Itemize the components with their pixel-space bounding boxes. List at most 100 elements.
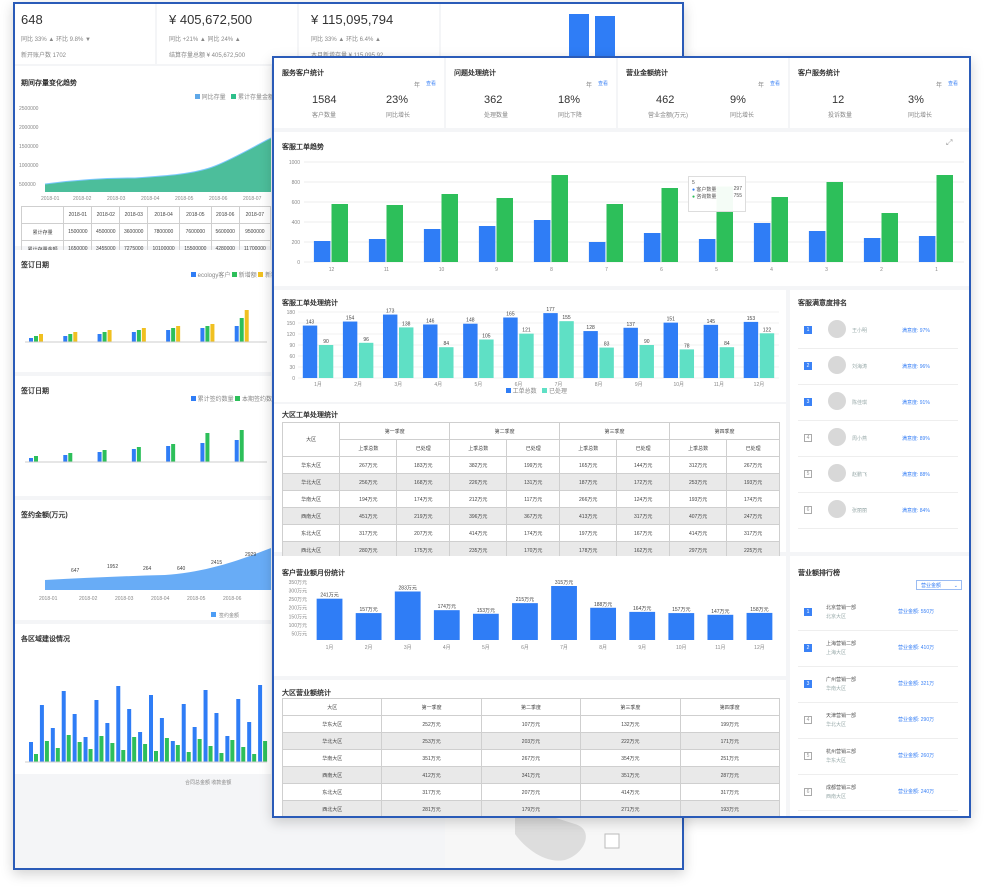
x-tick-label: 7月	[555, 382, 563, 388]
x-tick-label: 5月	[482, 645, 490, 651]
table-cell: 267万元	[339, 456, 398, 474]
svg-text:2018-03: 2018-03	[107, 196, 126, 202]
stat-period: 年	[936, 83, 943, 89]
expand-icon[interactable]: ⤢	[946, 138, 953, 147]
bar	[166, 446, 171, 462]
data-label: 155	[562, 315, 571, 321]
list-item[interactable]: 3 广州营销一部 华南大区 营业金额: 321万	[798, 668, 958, 703]
data-label: 138	[402, 321, 411, 327]
x-tick-label: 10月	[674, 382, 685, 388]
mini-bar-chart	[569, 14, 615, 64]
y-tick-label: 50万元	[291, 631, 307, 637]
data-label: 90	[644, 339, 650, 345]
table-cell: 华北大区	[281, 732, 383, 750]
list-item[interactable]: 2 刘海涛 满意度: 96%	[798, 350, 958, 385]
avatar	[828, 428, 846, 446]
list-item[interactable]: 6 张丽丽 满意度: 84%	[798, 494, 958, 529]
list-item[interactable]: 3 陈佳琪 满意度: 91%	[798, 386, 958, 421]
data-label: 147万元	[711, 609, 729, 615]
list-item[interactable]: 1 王小明 满意度: 97%	[798, 314, 958, 349]
y-tick-label: 200万元	[289, 606, 307, 612]
trend-area-chart: 2500000 2000000 1500000 1000000 500000 2…	[19, 106, 271, 202]
list-item[interactable]: 4 周小燕 满意度: 89%	[798, 422, 958, 457]
list-item[interactable]: 4 天津营销一部 华北大区 营业金额: 290万	[798, 704, 958, 739]
y-tick-label: 400	[292, 220, 301, 226]
bar-done	[639, 345, 654, 378]
bar	[39, 334, 43, 342]
table-cell: 251万元	[679, 749, 781, 767]
rank-region: 华东大区	[826, 758, 847, 764]
rank-region: 上海大区	[826, 650, 847, 656]
data-label: 146	[426, 318, 435, 324]
avatar	[828, 356, 846, 374]
bar-total	[302, 325, 318, 378]
avatar	[828, 464, 846, 482]
bar	[175, 745, 180, 762]
stat-card-issues: 问题处理统计 年 查看 362 处理数量 18% 同比下降	[446, 58, 616, 128]
bar	[219, 753, 224, 762]
bar-total	[663, 322, 678, 378]
signing-section-1: 签订日期 ecology客户 新增额 新额	[15, 250, 277, 372]
table-cell: 341万元	[480, 766, 582, 784]
metric-dropdown[interactable]: 营业金额 ⌄	[916, 580, 962, 590]
view-link[interactable]: 查看	[426, 81, 437, 87]
rank-badge: 4	[804, 434, 812, 442]
bar-total	[463, 323, 478, 378]
data-label: 315万元	[555, 580, 573, 586]
section-title: 营业额排行榜	[798, 570, 840, 577]
table-cell: 317万元	[616, 507, 670, 525]
svg-text:500000: 500000	[19, 182, 36, 188]
list-item[interactable]: 5 赵鹏飞 满意度: 88%	[798, 458, 958, 493]
section-title: 大区营业额统计	[282, 690, 331, 697]
view-link[interactable]: 查看	[770, 81, 781, 87]
x-tick-label: 7	[605, 267, 608, 273]
y-tick-label: 350万元	[289, 580, 307, 586]
bar	[102, 450, 107, 462]
bar	[50, 728, 55, 762]
bar	[176, 326, 181, 342]
table-cell: 东北大区	[281, 783, 383, 801]
svg-text:2000000: 2000000	[19, 125, 39, 131]
x-tick-label: 2月	[354, 382, 362, 388]
list-item[interactable]: 5 杭州营销三部 华东大区 营业金额: 260万	[798, 740, 958, 775]
data-label: 121	[522, 328, 531, 334]
data-label: 283万元	[399, 585, 417, 591]
table-row: 东北大区 317万元 207万元 414万元 317万元	[281, 783, 781, 801]
bar	[239, 318, 244, 342]
table-cell: 317万元	[679, 783, 781, 801]
bar	[149, 695, 153, 762]
x-tick-label: 9月	[635, 382, 643, 388]
list-item[interactable]: 6 成都营销三部 西南大区 营业金额: 240万	[798, 776, 958, 811]
data-label: 154	[346, 316, 355, 322]
kpi-value: ¥ 405,672,500	[169, 12, 253, 27]
legend-swatch	[211, 612, 216, 617]
stat-value: 3%	[908, 94, 924, 106]
table-cell: 131万元	[506, 473, 561, 491]
table-cell: 251万元	[382, 818, 481, 819]
view-link[interactable]: 查看	[598, 81, 609, 87]
x-tick-label: 10	[439, 267, 445, 273]
bar	[94, 700, 99, 762]
rank-name: 刘海涛	[852, 364, 868, 370]
bar	[205, 326, 210, 342]
bar	[181, 704, 186, 762]
rank-score: 满意度: 96%	[902, 364, 930, 370]
view-link[interactable]: 查看	[948, 81, 959, 87]
stat-value: 462	[656, 94, 675, 106]
svg-text:2018-03: 2018-03	[115, 596, 134, 602]
bar-done	[519, 333, 534, 378]
table-cell: 414万元	[668, 524, 728, 542]
bar	[234, 326, 239, 342]
table-cell: 396万元	[449, 507, 508, 525]
bar-revenue	[629, 611, 656, 640]
bar-customers	[753, 223, 771, 262]
bar-revenue	[590, 607, 617, 640]
list-item[interactable]: 1 北京营销一部 北京大区 营业金额: 550万	[798, 596, 958, 631]
list-item[interactable]: 2 上海营销二部 上海大区 营业金额: 410万	[798, 632, 958, 667]
avatar	[828, 392, 846, 410]
bar-customers	[478, 226, 496, 262]
x-tick-label: 12月	[754, 645, 765, 651]
bar-done	[399, 327, 414, 378]
x-tick-label: 11	[384, 267, 389, 273]
bar-done	[559, 321, 574, 378]
